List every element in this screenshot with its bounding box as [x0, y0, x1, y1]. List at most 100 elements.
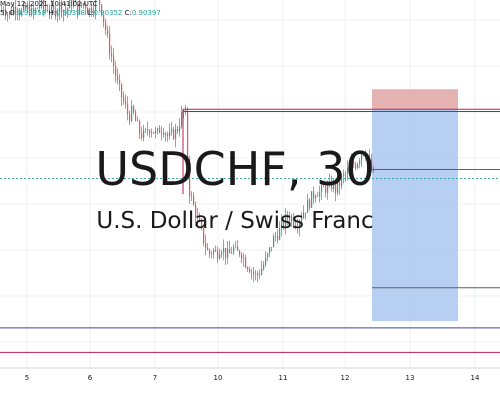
candle-55: [111, 45, 113, 63]
candle-125: [251, 268, 253, 280]
candle-124: [249, 266, 251, 274]
candle-body-142: [285, 214, 287, 227]
candle-85: [171, 121, 173, 136]
candle-34: [69, 0, 71, 9]
candle-35: [71, 0, 73, 13]
candle-body-169: [339, 182, 341, 186]
symbol-watermark: USDCHF, 30: [95, 142, 375, 196]
candle-172: [345, 171, 347, 182]
candle-80: [161, 126, 163, 141]
candle-19: [39, 0, 41, 14]
candle-99: [199, 212, 201, 223]
candle-body-155: [311, 191, 313, 208]
high-label: H:: [48, 9, 56, 17]
candle-154: [309, 198, 311, 211]
candle-24: [49, 4, 51, 20]
candle-body-163: [327, 185, 329, 193]
x-tick-label-7: 14: [471, 374, 480, 382]
candle-106: [213, 248, 215, 259]
candle-body-133: [267, 253, 269, 258]
candle-1: [3, 6, 5, 16]
candle-body-122: [245, 257, 247, 268]
candle-14: [29, 0, 31, 17]
candle-body-145: [291, 216, 293, 222]
candlestick-series: [1, 0, 375, 283]
candle-body-131: [263, 264, 265, 269]
candle-body-49: [99, 0, 101, 5]
candle-body-1: [3, 10, 5, 12]
candle-171: [343, 169, 345, 184]
candle-body-168: [337, 182, 339, 193]
candle-170: [341, 174, 343, 190]
candle-body-88: [177, 129, 179, 132]
candle-body-9: [19, 11, 21, 16]
candle-body-74: [149, 130, 151, 134]
candle-175: [351, 153, 353, 167]
horizontal-lines[interactable]: [0, 108, 500, 353]
candle-body-34: [69, 0, 71, 9]
take-profit-zone: [372, 109, 458, 322]
candle-112: [225, 248, 227, 266]
candle-body-60: [121, 83, 123, 98]
candle-body-173: [347, 167, 349, 174]
candle-134: [269, 246, 271, 257]
candle-25: [51, 0, 53, 20]
candle-body-149: [299, 221, 301, 228]
candle-63: [127, 96, 129, 121]
candle-body-108: [217, 250, 219, 259]
x-tick-label-4: 11: [279, 374, 288, 382]
candle-114: [229, 240, 231, 254]
candle-94: [189, 155, 191, 204]
candle-181: [363, 154, 365, 157]
candle-161: [323, 180, 325, 187]
candle-body-104: [209, 249, 211, 254]
candle-139: [279, 221, 281, 241]
candle-151: [303, 205, 305, 219]
candle-body-35: [71, 0, 73, 7]
candle-87: [175, 123, 177, 148]
candle-body-6: [13, 6, 15, 15]
candle-body-185: [371, 159, 373, 171]
candle-body-82: [165, 133, 167, 136]
x-tick-label-5: 12: [341, 374, 350, 382]
high-value: 0.90398: [55, 9, 85, 17]
candle-123: [247, 266, 249, 272]
candle-body-186: [373, 170, 375, 172]
candle-body-19: [39, 5, 41, 8]
candle-body-184: [369, 157, 371, 160]
candle-body-129: [259, 274, 261, 276]
candle-103: [207, 243, 209, 251]
candle-13: [27, 1, 29, 13]
candle-3: [7, 12, 9, 22]
candle-89: [179, 117, 181, 137]
candle-body-46: [93, 11, 95, 14]
candle-162: [325, 183, 327, 198]
candle-50: [101, 4, 103, 17]
candle-65: [131, 100, 133, 123]
x-tick-label-6: 13: [406, 374, 415, 382]
candle-body-99: [199, 216, 201, 222]
candle-29: [59, 0, 61, 21]
candle-body-0: [1, 10, 3, 12]
candle-body-125: [251, 271, 253, 273]
candle-10: [21, 8, 23, 17]
low-value: 0.90352: [93, 9, 123, 17]
candle-78: [157, 127, 159, 135]
candle-86: [173, 127, 175, 140]
candle-body-95: [191, 195, 193, 197]
candle-body-166: [333, 181, 335, 189]
candle-body-115: [231, 252, 233, 254]
candle-71: [143, 124, 145, 142]
candle-122: [245, 254, 247, 269]
candle-body-179: [359, 160, 361, 165]
candle-body-18: [37, 7, 39, 9]
candle-0: [1, 5, 3, 13]
candle-159: [319, 185, 321, 203]
candle-body-110: [221, 252, 223, 255]
candle-body-172: [345, 173, 347, 175]
candle-body-15: [31, 8, 33, 15]
candle-167: [335, 178, 337, 202]
candle-body-8: [17, 11, 19, 13]
candle-body-68: [137, 120, 139, 122]
